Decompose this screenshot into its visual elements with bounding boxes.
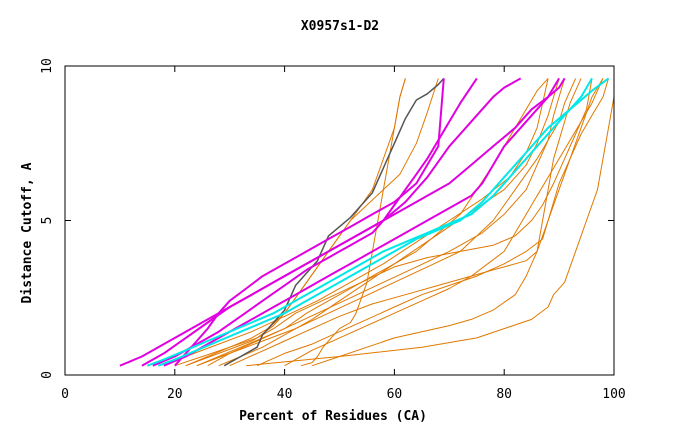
x-tick-label: 60 [387, 387, 403, 402]
x-tick-label: 0 [61, 387, 69, 402]
x-axis-label: Percent of Residues (CA) [239, 409, 427, 424]
x-tick-label: 100 [602, 387, 625, 402]
series-layer [119, 77, 615, 367]
chart-title: X0957s1-D2 [301, 19, 379, 34]
x-tick-label: 40 [277, 387, 293, 402]
series-line-cyan-2 [146, 77, 593, 367]
series-line-gray-1 [223, 77, 445, 367]
y-tick-label: 0 [40, 371, 55, 379]
series-line-magenta-4 [152, 77, 478, 367]
series-line-orange-1 [246, 78, 615, 367]
series-line-orange-13 [284, 78, 604, 367]
series-line-magenta-3 [174, 78, 445, 367]
series-line-orange-2 [300, 78, 406, 367]
series-line-magenta-2 [141, 77, 566, 367]
series-line-orange-7 [163, 78, 549, 367]
series-line-orange-11 [229, 78, 604, 367]
series-line-orange-10 [185, 78, 593, 367]
series-line-orange-14 [311, 78, 582, 367]
series-line-orange-4 [185, 78, 439, 367]
series-line-magenta-5 [163, 77, 560, 367]
series-line-orange-12 [256, 78, 609, 367]
x-tick-label: 20 [167, 387, 183, 402]
y-tick-label: 5 [40, 217, 55, 225]
y-tick-label: 10 [40, 58, 55, 74]
y-axis-label: Distance Cutoff, A [20, 162, 35, 303]
tick-layer: 0 20 40 60 80 100 0 5 10 [40, 58, 626, 402]
series-line-cyan-1 [157, 77, 610, 367]
series-line-orange-3 [174, 78, 406, 367]
series-line-orange-6 [218, 78, 560, 367]
x-tick-label: 80 [496, 387, 512, 402]
